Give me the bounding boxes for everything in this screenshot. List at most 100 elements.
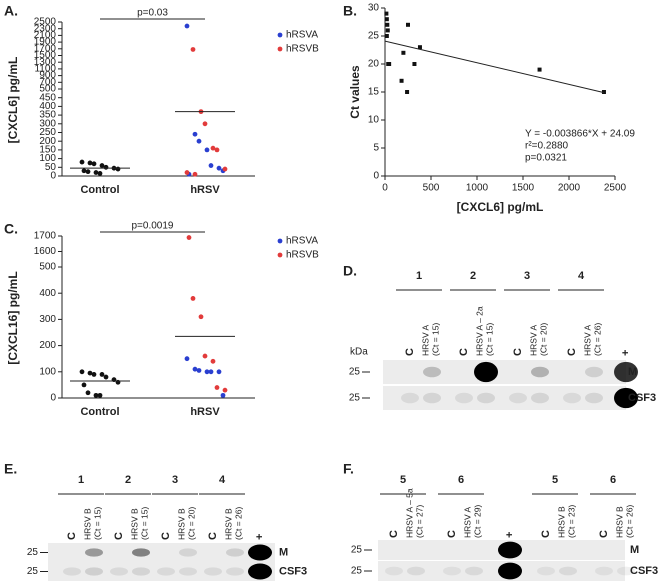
x-tick-label: Control [80, 406, 119, 418]
y-tick-label: 400 [39, 101, 56, 112]
legend-label: hRSVB [286, 250, 319, 261]
lane-label: C [566, 348, 578, 356]
blot-band [537, 566, 555, 576]
data-point [115, 166, 121, 172]
lane-label: C [113, 532, 125, 540]
blot-band [617, 566, 635, 576]
y-tick-label: 700 [39, 77, 56, 88]
y-tick-label: 300 [39, 314, 56, 325]
y-tick-label: 2100 [34, 30, 57, 41]
group-label: 1 [416, 270, 422, 282]
y-tick-label: 1700 [34, 43, 57, 54]
y-tick-label: 15 [368, 87, 380, 98]
data-point [401, 50, 406, 55]
blot-band [474, 361, 498, 383]
fit-annotation: Y = -0.003866*X + 24.09 [525, 129, 635, 140]
group-label: 2 [470, 270, 476, 282]
data-point [210, 358, 216, 364]
blot-band [531, 366, 549, 378]
blot-band [498, 562, 522, 580]
blot-band [85, 567, 103, 576]
p-value: p=0.03 [137, 8, 168, 19]
legend-label: hRSVA [286, 236, 318, 247]
blot-band [85, 548, 103, 557]
data-point [184, 23, 190, 29]
blot-band [179, 548, 197, 557]
data-point [196, 138, 202, 144]
lane-label: HRSV B [176, 508, 186, 540]
data-point [91, 372, 97, 377]
data-point [87, 370, 93, 376]
data-point [79, 159, 85, 165]
y-tick-label: 20 [368, 59, 380, 70]
blot-band [559, 566, 577, 576]
blot-band [614, 387, 638, 409]
x-tick-label: Control [80, 184, 119, 196]
data-point [384, 34, 389, 38]
data-point [196, 368, 202, 373]
data-point [405, 90, 410, 94]
y-tick-label: 5 [373, 143, 379, 154]
data-point [202, 353, 208, 359]
blot-band [509, 392, 527, 404]
data-point [93, 170, 99, 175]
data-point [190, 296, 196, 301]
y-tick-label: 450 [39, 92, 56, 103]
group-label: 5 [400, 474, 406, 486]
y-tick-label: 10 [368, 115, 380, 126]
y-tick-label: 0 [373, 171, 379, 182]
data-point [91, 161, 97, 167]
lane-label: HRSV B [223, 508, 233, 540]
blot-band [63, 567, 81, 576]
y-tick-label: 200 [39, 136, 56, 147]
data-point [384, 17, 389, 22]
y-tick-label: 300 [39, 118, 56, 129]
marker-label: 25 [27, 547, 39, 558]
lane-label: HRSV B [614, 506, 624, 538]
blot-band [531, 392, 549, 404]
data-point [202, 121, 208, 127]
lane-label: (Ct = 29) [472, 505, 482, 538]
marker-label: 25 [27, 566, 39, 577]
blot-band [563, 392, 581, 404]
data-point [214, 147, 220, 153]
blot-strip [48, 562, 275, 581]
group-label: 5 [552, 474, 558, 486]
lane-label: HRSV B [129, 508, 139, 540]
lane-label: (Ct = 27) [414, 505, 424, 538]
y-tick-label: 50 [45, 162, 57, 173]
data-point [385, 28, 390, 33]
y-tick-label: 400 [39, 288, 56, 299]
blot-band [401, 392, 419, 404]
blot-band [407, 566, 425, 576]
legend-marker [277, 46, 283, 52]
blot-band [498, 541, 522, 559]
lane-label: C [66, 532, 78, 540]
lane-label: HRSV A – 2a [474, 306, 484, 356]
blot-band [226, 548, 244, 557]
blot-band [248, 563, 272, 580]
blot-band [204, 567, 222, 576]
x-tick-label: hRSV [190, 406, 220, 418]
lane-label: C [512, 348, 524, 356]
legend-label: hRSVA [286, 30, 318, 41]
y-tick-label: 30 [368, 3, 380, 14]
y-tick-label: 350 [39, 110, 56, 121]
group-label: 2 [125, 474, 131, 486]
data-point [216, 165, 222, 171]
lane-label: HRSV A – 5a [404, 488, 414, 538]
blot-strip [383, 360, 626, 384]
group-label: 6 [458, 474, 464, 486]
panel-label: B. [343, 3, 357, 19]
lane-label: (Ct = 20) [538, 323, 548, 356]
lane-label: (Ct = 26) [233, 507, 243, 540]
y-tick-label: 1700 [34, 231, 57, 242]
y-tick-label: 1500 [34, 50, 57, 61]
legend-label: hRSVB [286, 44, 319, 55]
data-point [192, 131, 198, 137]
blot-band [443, 566, 461, 576]
lane-label: (Ct = 15) [430, 323, 440, 356]
lane-label: C [598, 530, 610, 538]
data-point [79, 369, 85, 375]
